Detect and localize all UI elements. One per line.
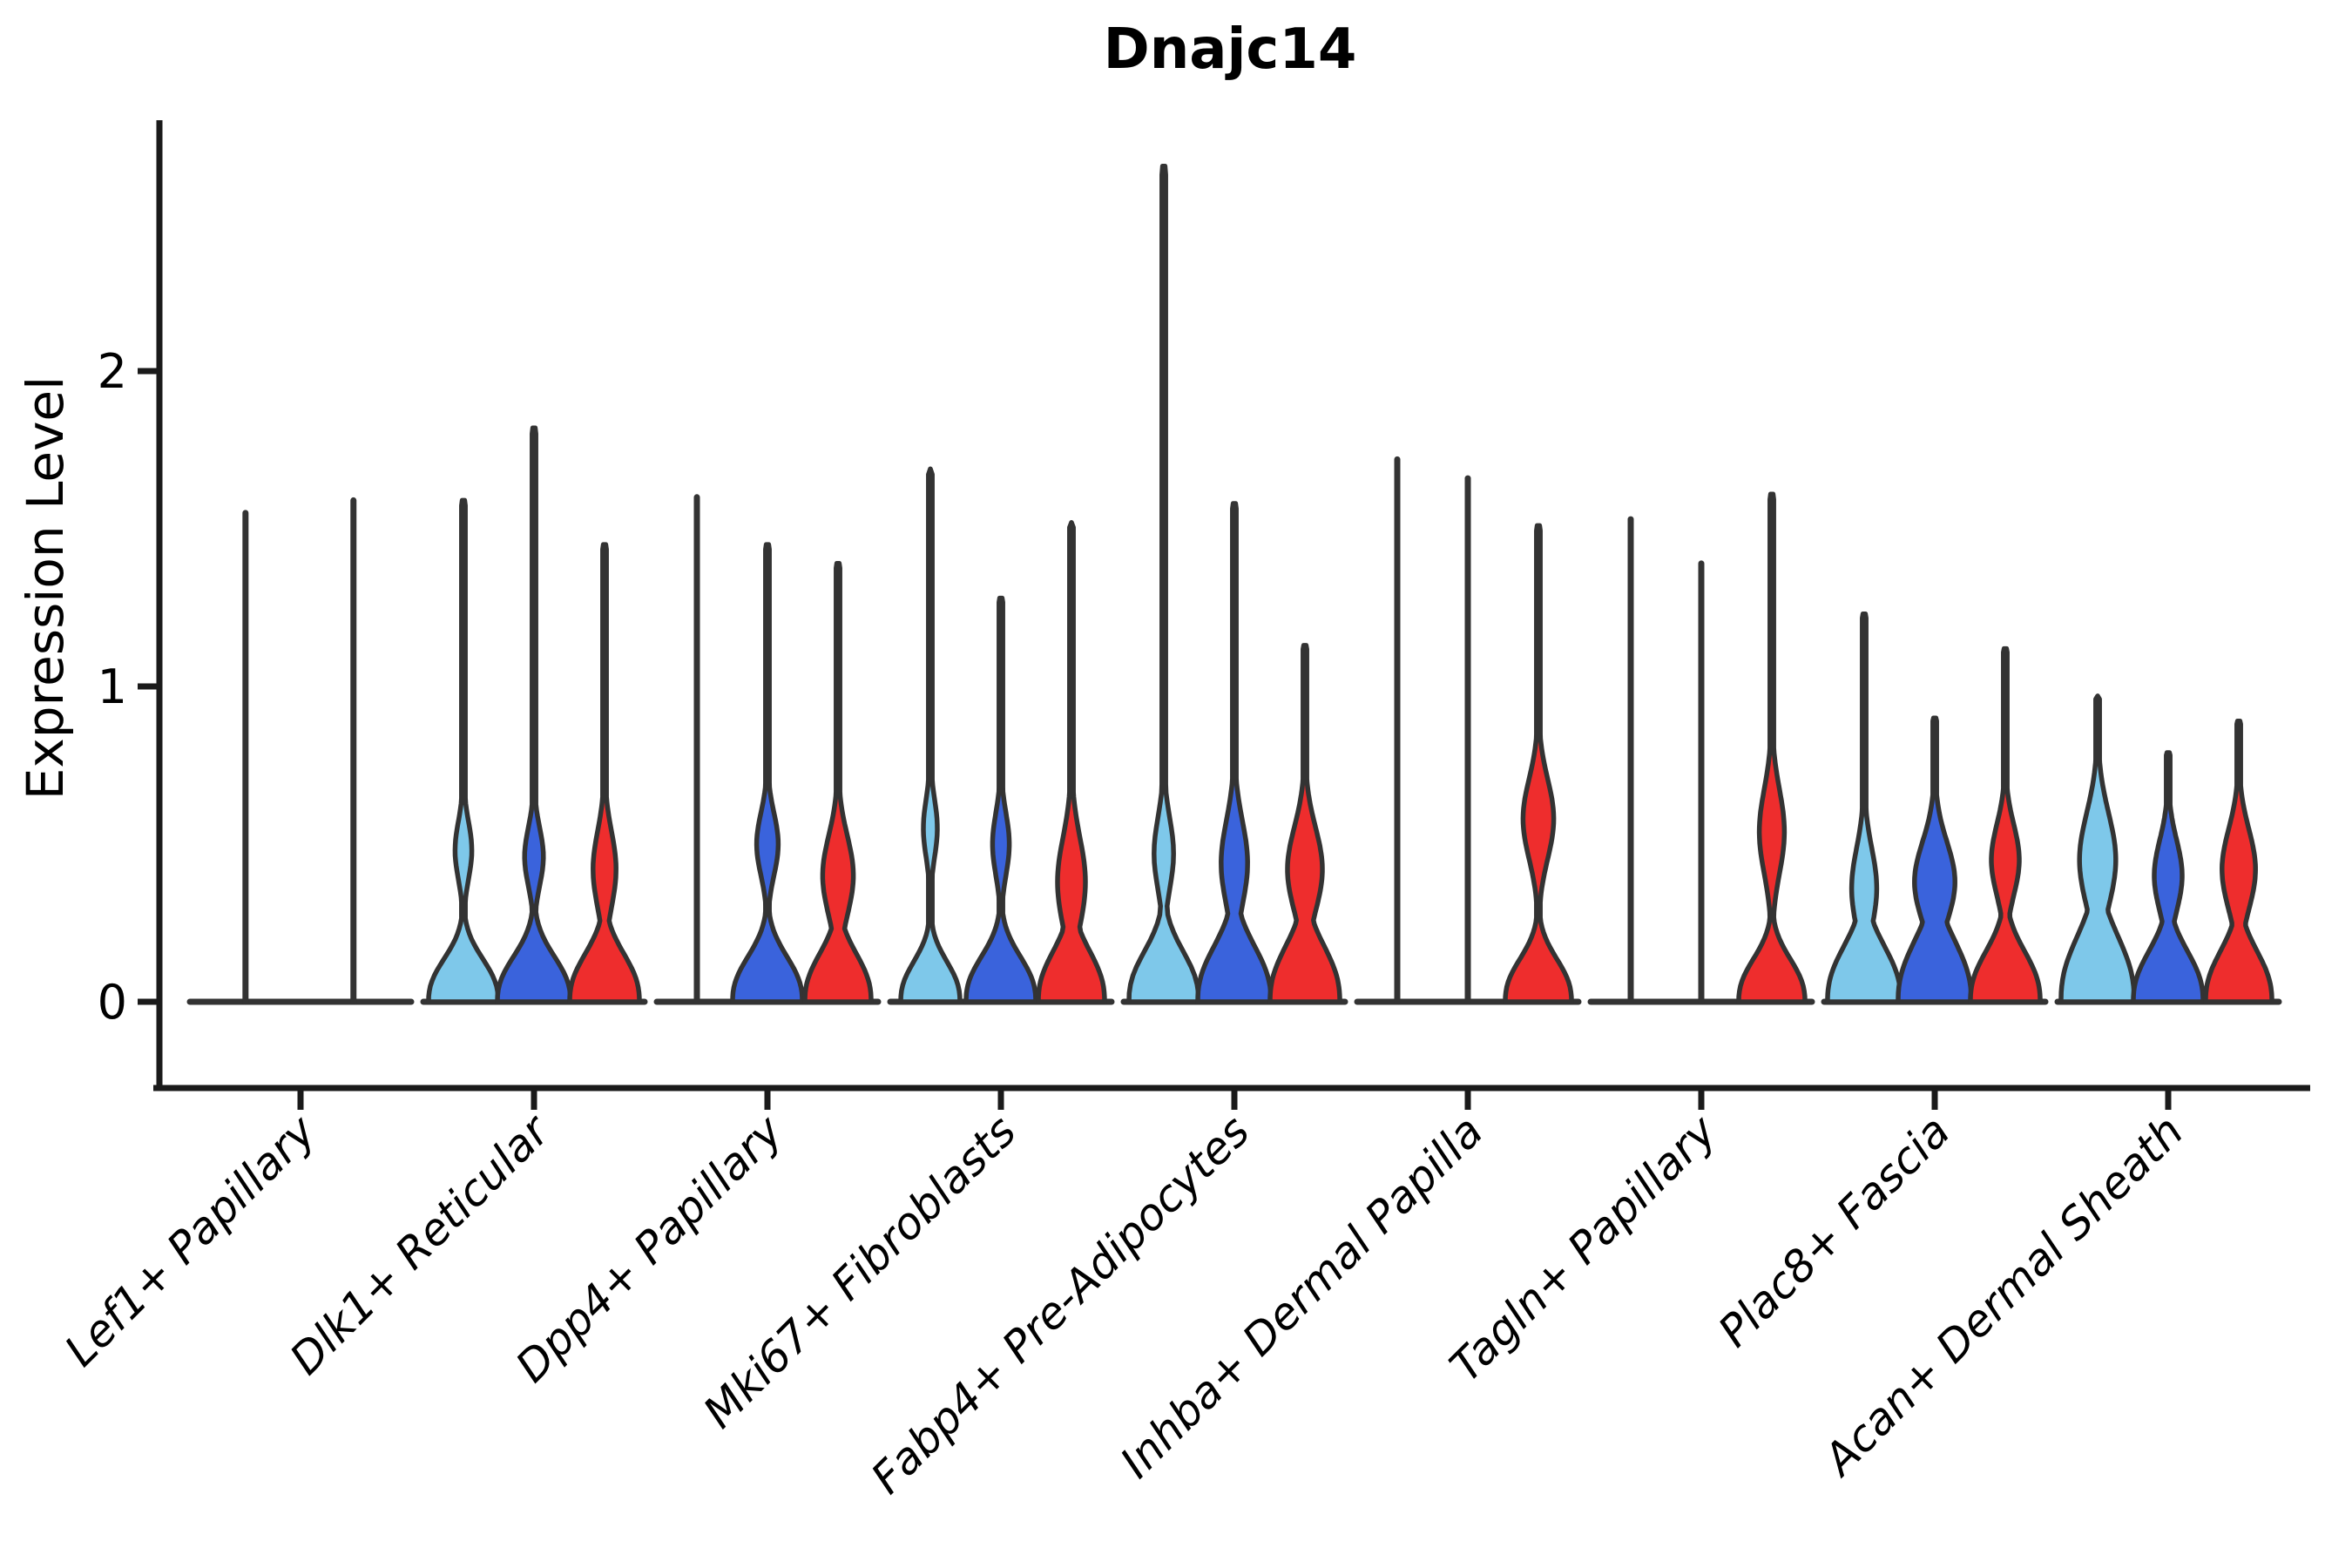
x-tick-label-8: Plac8+ Fascia	[1709, 1105, 1960, 1356]
x-tick-label-1: Lef1+ Papillary	[55, 1105, 326, 1375]
violin-8-blue	[1896, 715, 1974, 1004]
violin-2-light_blue	[426, 497, 501, 1004]
violin-8-light_blue	[1825, 611, 1903, 1004]
violin-9-red	[2203, 719, 2274, 1004]
y-axis-label: Expression Level	[16, 376, 75, 800]
chart-title: Dnajc14	[1104, 17, 1357, 82]
violin-9-blue	[2131, 750, 2206, 1004]
violin-3-red	[802, 561, 874, 1004]
y-tick-label-2: 2	[98, 344, 127, 399]
violin-bodies	[242, 163, 2274, 1005]
y-tick-label-0: 0	[98, 975, 127, 1030]
x-tick-label-2: Dlk1+ Reticular	[280, 1104, 561, 1384]
violin-2-red	[567, 542, 642, 1004]
y-axis: 0 1 2	[98, 344, 159, 1030]
violin-8-red	[1968, 645, 2043, 1004]
violin-3-blue	[730, 542, 805, 1004]
violin-5-red	[1267, 643, 1342, 1004]
y-tick-label-1: 1	[98, 659, 127, 714]
violin-2-blue	[495, 425, 573, 1004]
violin-5-blue	[1195, 501, 1274, 1004]
violin-4-blue	[963, 595, 1038, 1004]
violin-5-light_blue	[1126, 163, 1201, 1004]
violin-4-light_blue	[898, 466, 963, 1004]
violin-4-red	[1036, 520, 1107, 1004]
violin-6-red	[1503, 523, 1574, 1004]
x-tick-label-5: Fabp4+ Pre-Adipocytes	[862, 1105, 1260, 1504]
violin-9-light_blue	[2058, 693, 2137, 1004]
violin-7-red	[1736, 491, 1808, 1004]
